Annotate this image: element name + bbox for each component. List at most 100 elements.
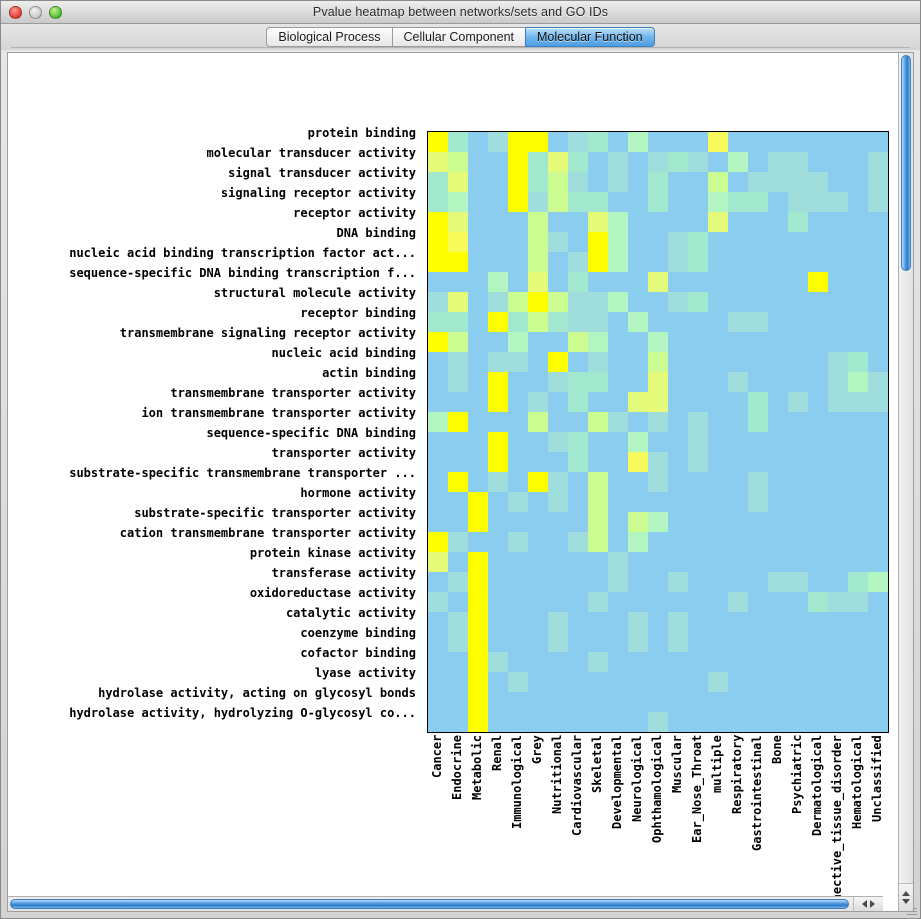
heatmap-cell[interactable] <box>628 432 648 452</box>
heatmap-cell[interactable] <box>848 172 868 192</box>
horizontal-scroll-thumb[interactable] <box>10 899 849 909</box>
heatmap-cell[interactable] <box>448 312 468 332</box>
heatmap-cell[interactable] <box>688 332 708 352</box>
heatmap-cell[interactable] <box>468 232 488 252</box>
heatmap-cell[interactable] <box>468 552 488 572</box>
heatmap-cell[interactable] <box>528 552 548 572</box>
heatmap-cell[interactable] <box>688 192 708 212</box>
heatmap-cell[interactable] <box>768 352 788 372</box>
heatmap-cell[interactable] <box>728 232 748 252</box>
heatmap-cell[interactable] <box>588 352 608 372</box>
heatmap-cell[interactable] <box>728 412 748 432</box>
heatmap-cell[interactable] <box>688 152 708 172</box>
heatmap-cell[interactable] <box>508 312 528 332</box>
heatmap-cell[interactable] <box>828 432 848 452</box>
heatmap-cell[interactable] <box>788 332 808 352</box>
heatmap-cell[interactable] <box>808 492 828 512</box>
heatmap-cell[interactable] <box>868 192 888 212</box>
heatmap-cell[interactable] <box>828 412 848 432</box>
heatmap-cell[interactable] <box>528 472 548 492</box>
title-bar[interactable]: Pvalue heatmap between networks/sets and… <box>1 1 920 24</box>
heatmap-cell[interactable] <box>828 452 848 472</box>
heatmap-cell[interactable] <box>488 152 508 172</box>
heatmap-cell[interactable] <box>828 352 848 372</box>
heatmap-cell[interactable] <box>428 172 448 192</box>
heatmap-cell[interactable] <box>528 452 548 472</box>
heatmap-cell[interactable] <box>708 292 728 312</box>
heatmap-cell[interactable] <box>488 272 508 292</box>
heatmap-cell[interactable] <box>728 312 748 332</box>
heatmap-cell[interactable] <box>628 292 648 312</box>
heatmap-cell[interactable] <box>708 132 728 152</box>
heatmap-cell[interactable] <box>508 532 528 552</box>
heatmap-cell[interactable] <box>868 352 888 372</box>
scroll-down-icon[interactable] <box>902 899 910 904</box>
heatmap-cell[interactable] <box>428 512 448 532</box>
heatmap-cell[interactable] <box>728 692 748 712</box>
heatmap-cell[interactable] <box>468 392 488 412</box>
heatmap-cell[interactable] <box>768 672 788 692</box>
heatmap-cell[interactable] <box>828 672 848 692</box>
heatmap-cell[interactable] <box>568 592 588 612</box>
heatmap-cell[interactable] <box>448 412 468 432</box>
heatmap-cell[interactable] <box>668 172 688 192</box>
heatmap-cell[interactable] <box>548 292 568 312</box>
heatmap-cell[interactable] <box>548 452 568 472</box>
heatmap-cell[interactable] <box>788 292 808 312</box>
heatmap-cell[interactable] <box>728 272 748 292</box>
heatmap-cell[interactable] <box>428 592 448 612</box>
heatmap-cell[interactable] <box>528 692 548 712</box>
heatmap-cell[interactable] <box>428 132 448 152</box>
heatmap-cell[interactable] <box>568 152 588 172</box>
heatmap-cell[interactable] <box>508 592 528 612</box>
heatmap-cell[interactable] <box>848 452 868 472</box>
heatmap-cell[interactable] <box>768 212 788 232</box>
heatmap-cell[interactable] <box>688 432 708 452</box>
heatmap-cell[interactable] <box>528 532 548 552</box>
heatmap-cell[interactable] <box>688 372 708 392</box>
heatmap-cell[interactable] <box>868 272 888 292</box>
heatmap-cell[interactable] <box>828 372 848 392</box>
heatmap-cell[interactable] <box>648 632 668 652</box>
heatmap-cell[interactable] <box>748 532 768 552</box>
heatmap-cell[interactable] <box>808 192 828 212</box>
heatmap-cell[interactable] <box>568 692 588 712</box>
heatmap-cell[interactable] <box>628 472 648 492</box>
heatmap-cell[interactable] <box>428 632 448 652</box>
heatmap-cell[interactable] <box>448 252 468 272</box>
heatmap-cell[interactable] <box>848 372 868 392</box>
heatmap-cell[interactable] <box>528 292 548 312</box>
heatmap-cell[interactable] <box>848 312 868 332</box>
heatmap-cell[interactable] <box>788 712 808 732</box>
heatmap-cell[interactable] <box>448 572 468 592</box>
heatmap-cell[interactable] <box>428 372 448 392</box>
heatmap-cell[interactable] <box>628 252 648 272</box>
heatmap-cell[interactable] <box>608 532 628 552</box>
heatmap-cell[interactable] <box>468 252 488 272</box>
heatmap-cell[interactable] <box>768 412 788 432</box>
heatmap-cell[interactable] <box>628 212 648 232</box>
heatmap-cell[interactable] <box>768 452 788 472</box>
heatmap-cell[interactable] <box>788 212 808 232</box>
heatmap-cell[interactable] <box>688 552 708 572</box>
heatmap-cell[interactable] <box>468 612 488 632</box>
heatmap-cell[interactable] <box>688 592 708 612</box>
heatmap-cell[interactable] <box>608 672 628 692</box>
heatmap-cell[interactable] <box>748 652 768 672</box>
heatmap-cell[interactable] <box>788 432 808 452</box>
heatmap-cell[interactable] <box>568 272 588 292</box>
heatmap-cell[interactable] <box>648 332 668 352</box>
heatmap-cell[interactable] <box>608 172 628 192</box>
heatmap-cell[interactable] <box>688 392 708 412</box>
heatmap-cell[interactable] <box>748 272 768 292</box>
heatmap-cell[interactable] <box>508 192 528 212</box>
heatmap-cell[interactable] <box>428 452 448 472</box>
heatmap-cell[interactable] <box>728 332 748 352</box>
heatmap-cell[interactable] <box>668 472 688 492</box>
heatmap-cell[interactable] <box>848 632 868 652</box>
heatmap-cell[interactable] <box>768 312 788 332</box>
heatmap-cell[interactable] <box>468 352 488 372</box>
heatmap-cell[interactable] <box>448 532 468 552</box>
heatmap-cell[interactable] <box>568 352 588 372</box>
heatmap-cell[interactable] <box>788 192 808 212</box>
